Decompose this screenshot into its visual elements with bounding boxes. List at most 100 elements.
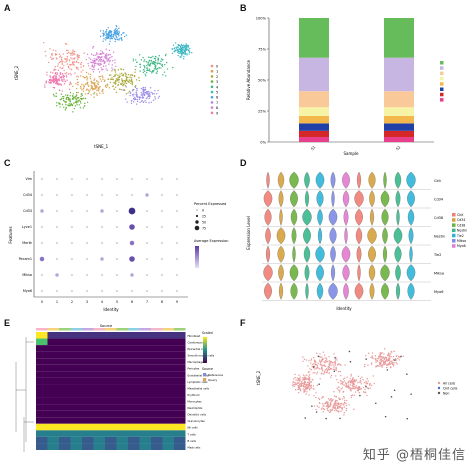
tsne-point [366, 387, 369, 389]
tsne-point [57, 69, 60, 71]
tsne-point [134, 86, 137, 89]
tsne-point [325, 368, 328, 370]
heatmap-cell [70, 436, 82, 444]
tsne-point [55, 76, 57, 78]
tsne-point-highlight [315, 411, 318, 413]
tsne-point [136, 98, 139, 101]
tsne-point [116, 38, 118, 40]
tsne-point [54, 69, 57, 71]
tsne-point [92, 54, 95, 57]
heatmap-cell [36, 430, 48, 437]
tsne-point [78, 62, 80, 64]
tsne-point [58, 53, 60, 55]
heatmap-cell [139, 436, 151, 444]
tsne-point [397, 355, 400, 358]
tsne-point [316, 365, 319, 367]
tsne-point [85, 82, 87, 84]
dot [70, 225, 74, 229]
watermark-text: 知乎 @梧桐佳信 [362, 448, 466, 463]
tsne-point [125, 82, 128, 85]
tsne-point [98, 71, 101, 73]
tsne-point [304, 386, 306, 388]
dot [130, 177, 134, 181]
row-label: Dendritic cells [188, 413, 207, 417]
tsne-point [88, 57, 90, 59]
tsne-point [388, 354, 390, 356]
tsne-point-highlight [339, 417, 341, 420]
tsne-point [388, 361, 391, 364]
heatmap-cell [128, 364, 140, 372]
tsne-point [339, 370, 342, 373]
tsne-point [321, 358, 323, 361]
tsne-point [344, 399, 346, 402]
tsne-point [297, 392, 300, 394]
legend-label: Ckit cells [443, 386, 458, 390]
violin [370, 208, 374, 226]
dot [100, 193, 104, 197]
tsne-point [96, 89, 98, 92]
tsne-point [90, 82, 93, 84]
tsne-point [343, 397, 346, 399]
tsne-point [115, 65, 117, 68]
tsne-point [395, 361, 397, 364]
tsne-point [65, 98, 68, 101]
heatmap-cell [82, 404, 94, 411]
heatmap-cell [105, 358, 117, 365]
tsne-point [323, 372, 326, 374]
tsne-point [52, 78, 54, 80]
tsne-point [67, 49, 69, 52]
tsne-point [104, 31, 107, 33]
tsne-point [102, 30, 105, 32]
tsne-point [127, 76, 129, 79]
heatmap-cell [151, 410, 163, 418]
row-label: Cardiomyocyte [188, 340, 208, 344]
tsne-point [70, 63, 72, 66]
tsne-point [367, 352, 370, 355]
tsne-point [389, 360, 391, 363]
tsne-point [155, 72, 157, 74]
tsne-point [77, 68, 79, 71]
tsne-point [316, 405, 318, 407]
tsne-point [354, 391, 357, 393]
tsne-point [102, 78, 104, 80]
tsne-point [319, 402, 321, 404]
feature-label: Vim [26, 177, 33, 181]
tsne-point [59, 83, 61, 85]
tsne-point [87, 92, 90, 95]
heatmap-cell [59, 436, 71, 444]
tsne-point [117, 84, 120, 86]
tsne-point [114, 34, 117, 36]
tsne-point [109, 59, 111, 62]
tsne-point [160, 58, 163, 60]
tsne-point [102, 59, 105, 61]
row-label: Neutrophils [188, 406, 204, 410]
row-label: Fibroblast [188, 334, 201, 338]
heatmap-cell [162, 436, 174, 444]
tsne-point [123, 79, 125, 82]
tsne-point [312, 363, 315, 365]
tsne-point [70, 57, 72, 59]
heatmap-cell [105, 371, 117, 378]
bar-segment [384, 18, 414, 58]
tsne-point [93, 67, 95, 69]
heatmap-cell [82, 391, 94, 398]
violin [316, 264, 324, 282]
tsne-point-highlight [400, 355, 402, 358]
tsne-point [45, 55, 47, 57]
tsne-point [100, 80, 103, 82]
tsne-point [55, 50, 57, 52]
violin [290, 282, 298, 300]
heatmap-cell [93, 423, 105, 431]
heatmap-cell [139, 377, 151, 385]
feature-label: Cd34 [23, 193, 32, 197]
source-cell [59, 328, 71, 331]
heatmap-cell [128, 351, 140, 359]
heatmap-cell [162, 332, 174, 339]
tsne-point [86, 82, 89, 85]
tsne-point [65, 49, 68, 52]
dot [115, 177, 119, 181]
tsne-point [321, 356, 323, 358]
tsne-point [82, 75, 84, 78]
tsne-point [111, 37, 114, 40]
